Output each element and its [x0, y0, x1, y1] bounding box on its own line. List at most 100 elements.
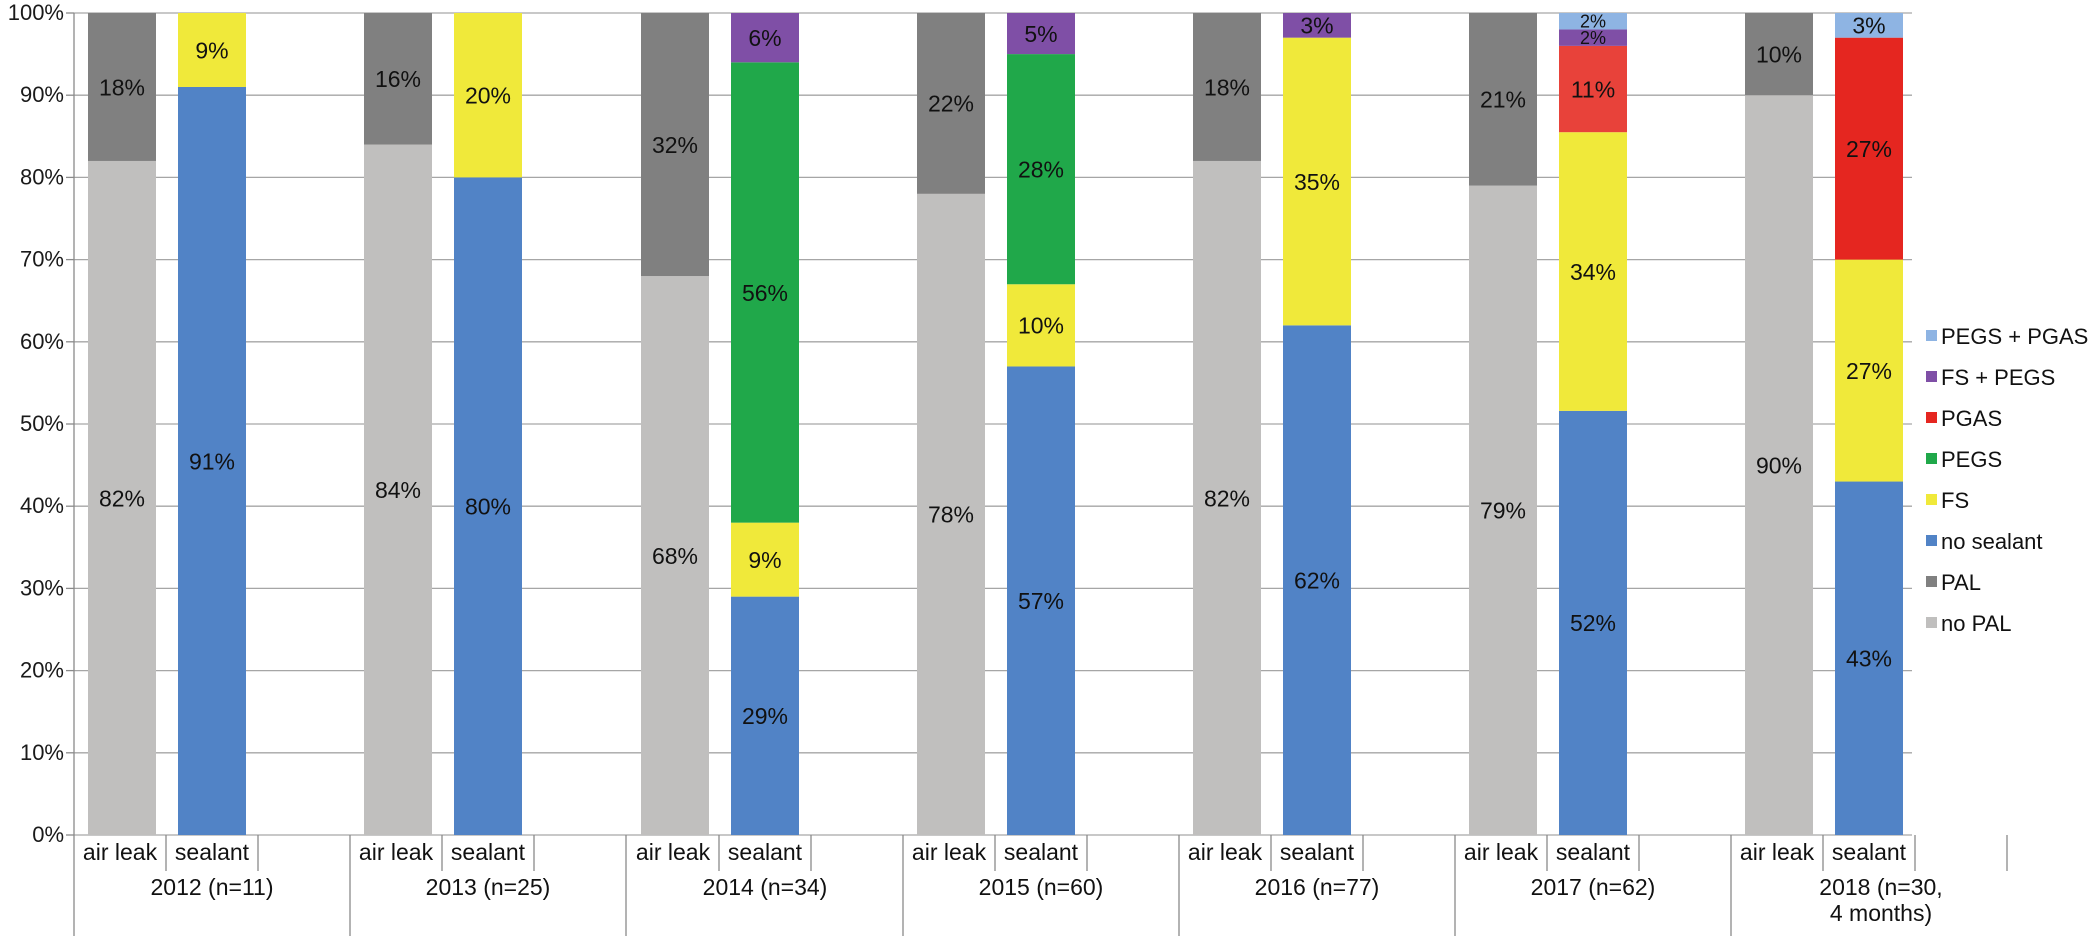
bar-segment: [454, 177, 522, 835]
data-label: 18%: [1204, 74, 1250, 100]
bar-segment: [1745, 13, 1813, 96]
data-label: 78%: [928, 502, 974, 528]
legend-swatch: [1926, 494, 1937, 505]
y-tick-label: 90%: [20, 82, 64, 107]
legend-label: no PAL: [1941, 611, 2012, 636]
data-label: 56%: [742, 280, 788, 306]
y-tick-label: 50%: [20, 411, 64, 436]
data-label: 20%: [465, 82, 511, 108]
y-tick-label: 40%: [20, 493, 64, 518]
data-label: 68%: [652, 543, 698, 569]
bar-segment: [1835, 37, 1903, 260]
bar-category-label: sealant: [1280, 839, 1355, 865]
bar-segment: [641, 276, 709, 835]
data-label: 10%: [1756, 41, 1802, 67]
legend-label: FS + PEGS: [1941, 365, 2055, 390]
bar-segment: [1007, 13, 1075, 55]
bar-segment: [364, 13, 432, 145]
data-label: 80%: [465, 493, 511, 519]
y-tick-label: 30%: [20, 575, 64, 600]
data-label: 82%: [99, 485, 145, 511]
legend-label: PGAS: [1941, 406, 2002, 431]
legend-swatch: [1926, 617, 1937, 628]
bar-segment: [917, 193, 985, 836]
bar-segment: [1007, 366, 1075, 835]
data-label: 2%: [1580, 12, 1606, 32]
bar-segment: [1835, 13, 1903, 38]
data-label: 82%: [1204, 485, 1250, 511]
bar-segment: [1193, 13, 1261, 161]
data-label: 27%: [1846, 358, 1892, 384]
bar-segment: [1835, 481, 1903, 835]
bar-segment: [1283, 37, 1351, 326]
data-label: 5%: [1024, 21, 1057, 47]
legend-swatch: [1926, 330, 1937, 341]
bar-segment: [731, 62, 799, 523]
bar-category-label: air leak: [1740, 839, 1815, 865]
bar-category-label: sealant: [1556, 839, 1631, 865]
bar-segment: [1559, 410, 1627, 835]
bar-segment: [1007, 54, 1075, 285]
group-category-label: 2014 (n=34): [703, 874, 828, 900]
bar-category-label: air leak: [912, 839, 987, 865]
data-label: 34%: [1570, 259, 1616, 285]
bar-segment: [88, 160, 156, 835]
bar-segment: [731, 13, 799, 63]
data-label: 11%: [1571, 76, 1615, 102]
y-tick-label: 10%: [20, 740, 64, 765]
data-label: 32%: [652, 132, 698, 158]
data-label: 22%: [928, 91, 974, 117]
legend-label: FS: [1941, 488, 1969, 513]
y-tick-label: 70%: [20, 247, 64, 272]
data-label: 10%: [1018, 313, 1064, 339]
legend-swatch: [1926, 535, 1937, 546]
bar-segment: [1007, 284, 1075, 367]
y-tick-label: 0%: [32, 822, 64, 847]
legend-swatch: [1926, 576, 1937, 587]
data-label: 3%: [1300, 13, 1333, 39]
bar-segment: [1745, 95, 1813, 835]
data-label: 91%: [189, 448, 235, 474]
data-label: 2%: [1580, 28, 1606, 48]
bar-category-label: air leak: [1188, 839, 1263, 865]
group-category-label: 2012 (n=11): [151, 874, 274, 900]
group-category-label: 2016 (n=77): [1255, 874, 1380, 900]
data-label: 79%: [1480, 498, 1526, 524]
bar-segment: [1469, 185, 1537, 835]
bar-segment: [1559, 29, 1627, 46]
bar-segment: [731, 596, 799, 835]
bar-segment: [178, 13, 246, 87]
bar-category-label: air leak: [1464, 839, 1539, 865]
bar-segment: [178, 86, 246, 836]
bar-segment: [1835, 259, 1903, 482]
y-tick-label: 100%: [8, 0, 64, 25]
legend-swatch: [1926, 453, 1937, 464]
bar-category-label: air leak: [636, 839, 711, 865]
bar-category-label: sealant: [1832, 839, 1907, 865]
bar-segment: [364, 144, 432, 835]
y-tick-label: 20%: [20, 658, 64, 683]
legend-label: no sealant: [1941, 529, 2043, 554]
data-label: 43%: [1846, 646, 1892, 672]
bar-category-label: sealant: [728, 839, 803, 865]
group-category-label: 4 months): [1830, 900, 1932, 926]
legend-swatch: [1926, 371, 1937, 382]
data-label: 35%: [1294, 169, 1340, 195]
data-label: 62%: [1294, 567, 1340, 593]
bar-category-label: sealant: [1004, 839, 1079, 865]
bar-segment: [1559, 132, 1627, 411]
data-label: 90%: [1756, 452, 1802, 478]
data-label: 6%: [748, 25, 781, 51]
data-label: 29%: [742, 703, 788, 729]
bar-segment: [731, 522, 799, 597]
legend-label: PEGS: [1941, 447, 2002, 472]
bar-segment: [1559, 13, 1627, 30]
data-label: 9%: [748, 547, 781, 573]
legend-label: PEGS + PGAS: [1941, 324, 2088, 349]
y-tick-label: 60%: [20, 329, 64, 354]
bar-segment: [641, 13, 709, 277]
bar-segment: [454, 13, 522, 178]
bar-segment: [1283, 13, 1351, 38]
